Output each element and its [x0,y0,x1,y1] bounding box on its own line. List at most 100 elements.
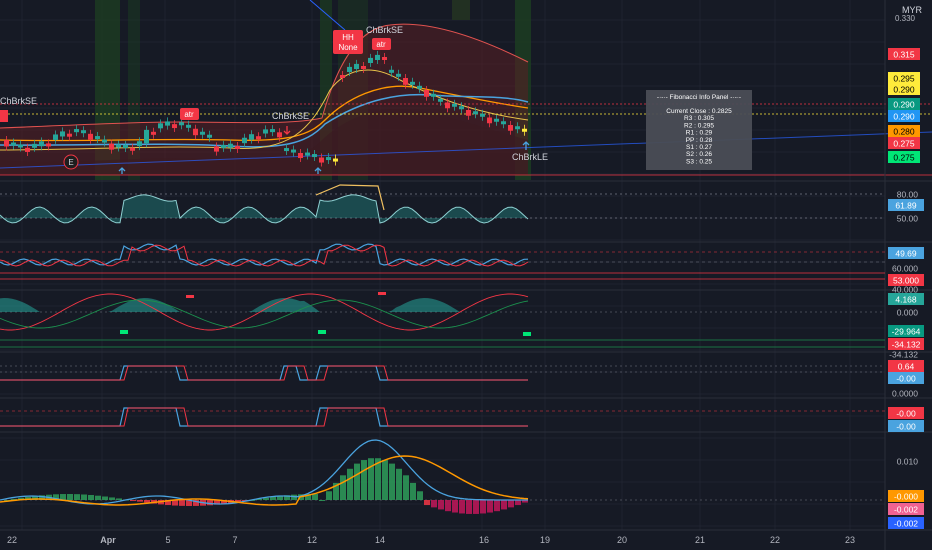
time-axis-label: 23 [845,535,855,545]
histogram-bar [242,500,248,501]
candle [74,129,79,133]
fib-line: PP : 0.28 [686,137,713,144]
fib-line: R3 : 0.305 [684,115,714,122]
histogram-bar [494,500,500,512]
time-axis-label: 22 [7,535,17,545]
histogram-bar [88,495,94,500]
histogram-bar [53,494,59,500]
histogram-bar [18,497,24,500]
candle [347,66,352,72]
histogram-bar [410,482,416,500]
histogram-bar [312,494,318,500]
atr-left-badge [180,108,199,120]
candle [137,141,142,147]
candle [172,124,177,129]
histogram-bar [130,500,136,501]
time-axis-label: Apr [100,535,116,545]
osc5-value-badge [888,325,924,337]
hh-badge [333,30,363,54]
hist-pink-value: -0.002 [894,505,918,515]
stoch-pane [0,365,885,381]
histogram-bar [207,500,213,506]
candle [263,129,268,134]
price-label: 0.295 [893,74,915,84]
none-label: None [338,43,358,52]
histogram-bar [32,496,38,500]
candle [18,144,23,148]
markers: ChBrkSE atr ChBrkSE E HH None ChBrkSE at… [0,25,548,174]
candle [32,143,37,148]
histogram-bar [473,500,479,514]
histogram-bar [305,494,311,500]
candle [501,121,506,125]
ma-orange [0,85,529,142]
price-label: 0.290 [893,100,915,110]
trend-line-long [0,131,932,169]
candle [25,147,30,152]
down-arrow-icon [283,126,291,135]
candle [354,63,359,69]
candle [151,131,156,135]
candle [200,131,205,135]
candle [312,154,317,158]
histogram-bar [452,500,458,513]
candle [368,57,373,63]
candle [46,143,51,147]
candle [480,113,485,117]
lower-band-fill [0,108,528,175]
histogram-bar [319,500,325,501]
time-axis-label: 22 [770,535,780,545]
candle [144,129,149,144]
histogram-bar [515,500,521,506]
candle [284,148,289,152]
candle [305,152,310,156]
histogram-bar [487,500,493,513]
histogram-bar [60,494,66,500]
histogram-bar [256,498,262,500]
time-axis: 22 Apr 5 7 12 14 16 19 20 21 22 23 [7,535,855,545]
osc3-value: 49.69 [895,249,917,259]
candle [333,158,338,162]
histogram-bar [39,495,45,500]
candle [60,131,65,137]
histogram-bar [172,500,178,506]
atr-left-label: atr [184,110,194,119]
candle [102,139,107,143]
histogram-bar [333,482,339,500]
e-marker-label: E [68,158,73,167]
histogram-bar [445,500,451,512]
candle [396,73,401,77]
osc7-value: -0.00 [896,409,916,419]
histogram-bar [221,500,227,504]
histogram-pane [0,439,885,514]
price-label-badge [888,125,920,137]
histogram-bar [508,500,514,508]
candle [431,93,436,97]
price-label: 0.290 [893,112,915,122]
osc5-signal-badge [888,338,924,350]
histogram-bar [263,497,269,500]
rsi-level-mid: 50.00 [897,214,919,224]
candle [270,129,275,133]
osc3-signal: 53.000 [893,276,919,286]
fib-line: S1 : 0.27 [686,144,712,151]
candle [235,146,240,150]
candle [81,130,86,134]
fibonacci-info-panel: -·-·- Fibonacci Info Panel -·-·- Current… [646,90,752,170]
time-axis-label: 20 [617,535,627,545]
histogram-bar [214,500,220,505]
candle [256,136,261,140]
histogram-bar [354,463,360,500]
histogram-bar [466,500,472,514]
histogram-bar [284,495,290,500]
price-label: 0.280 [893,127,915,137]
candle [221,144,226,148]
histogram-bar [389,463,395,500]
candle [382,57,387,60]
oscillator-pane-7 [0,407,885,427]
stoch-value: 0.64 [898,362,915,372]
osc4-value: 4.168 [895,295,917,305]
candle [515,126,520,130]
